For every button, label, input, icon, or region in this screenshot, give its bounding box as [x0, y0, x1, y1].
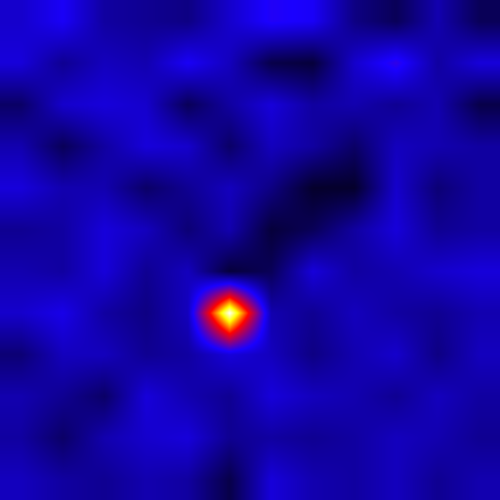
heatmap-canvas	[0, 0, 500, 500]
heatmap-chart	[0, 0, 500, 500]
